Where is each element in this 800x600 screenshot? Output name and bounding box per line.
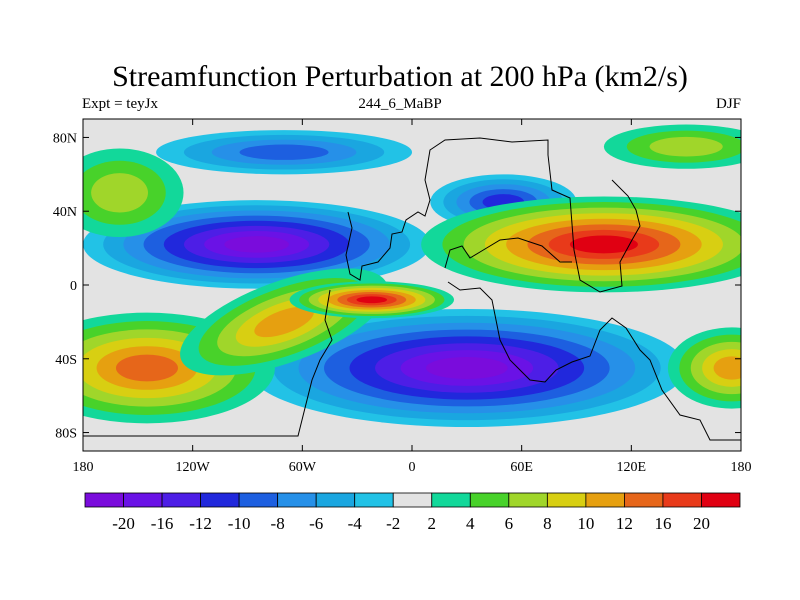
season-label: DJF [715,96,741,112]
colorbar-swatch [354,492,394,508]
colorbar-label: 2 [428,514,437,533]
arctic-high-east-level-2 [649,136,723,157]
colorbar-label: 10 [577,514,594,533]
equatorial-atlantic-high-level-7 [356,296,388,304]
colorbar-label: 4 [466,514,475,533]
north-pacific-high [83,148,184,238]
continent-outline [83,137,741,441]
arctic-low [156,130,412,175]
tropical-pacific-low [83,200,431,289]
contour-field [83,124,741,428]
colorbar-label: -20 [112,514,135,533]
colorbar-swatch [277,492,317,508]
x-tick-label: 180 [73,460,94,475]
colorbar-label: -6 [309,514,323,533]
arctic-high-east [603,124,741,169]
colorbar-swatch [200,492,240,508]
x-tick-label: 120E [617,460,647,475]
colorbar-label: 6 [505,514,514,533]
colorbar-swatch [431,492,471,508]
x-tick-label: 0 [409,460,416,475]
asian-pacific-high-level-7 [569,235,638,254]
asian-pacific-high [421,196,741,293]
south-pacific-high-level-5 [115,354,178,382]
southern-low-level-7 [426,357,508,379]
x-tick-label: 60E [510,460,533,475]
colorbar-swatch [84,492,124,508]
y-tick-label: 80N [53,131,77,146]
plot-area [82,118,742,452]
south-indian-high-level-4 [713,356,741,380]
south-atlantic-high-arm-level-4 [254,306,314,338]
colorbar-swatch [238,492,279,508]
colorbar-swatch [662,492,702,508]
colorbar-swatch [624,492,664,508]
colorbar-swatch [508,492,548,508]
y-tick-label: 80S [55,427,77,442]
africa-outline [447,281,741,441]
colorbar-swatch [469,492,510,508]
x-tick-label: 180 [731,460,752,475]
equatorial-atlantic-high [289,281,455,319]
colorbar-swatch [585,492,625,508]
colorbar-label: -2 [386,514,400,533]
colorbar-swatch [701,492,741,508]
colorbar-label: 20 [693,514,710,533]
colorbar-label: 8 [543,514,552,533]
south-indian-high [667,327,741,409]
y-tick-label: 40N [53,205,77,220]
north-pacific-high-level-2 [91,173,148,213]
axes: 180 120W 60W 0 60E 120E 180 80N 40N 0 40S 80S [53,119,752,475]
colorbar-swatch [392,492,433,508]
tropical-pacific-low-level-7 [224,236,289,253]
colorbar-label: -8 [271,514,285,533]
chart-title: Streamfunction Perturbation at 200 hPa (… [112,60,688,93]
north-africa-outline [444,237,572,269]
colorbar-label: 16 [654,514,671,533]
x-tick-label: 120W [176,460,211,475]
americas-outline [345,137,549,281]
southern-low [247,308,687,428]
y-tick-label: 0 [70,279,77,294]
south-america-outline [83,289,333,437]
colorbar-swatch [315,492,356,508]
run-label: 244_6_MaBP [358,96,442,112]
arctic-low-level-3 [239,144,329,160]
colorbar-label: -4 [348,514,363,533]
colorbar-label: -16 [151,514,174,533]
eurasia-outline [547,154,641,293]
colorbar-swatch [161,492,201,508]
colorbar-swatch [123,492,163,508]
colorbar: -20 -16 -12 -10 -8 -6 -4 -2 2 4 6 8 10 12 16 20 [84,492,741,533]
colorbar-label: -12 [189,514,212,533]
colorbar-label: 12 [616,514,633,533]
y-tick-label: 40S [55,353,77,368]
colorbar-label: -10 [228,514,251,533]
experiment-label: Expt = teyJx [82,96,158,112]
x-tick-label: 60W [289,460,317,475]
colorbar-swatch [546,492,587,508]
